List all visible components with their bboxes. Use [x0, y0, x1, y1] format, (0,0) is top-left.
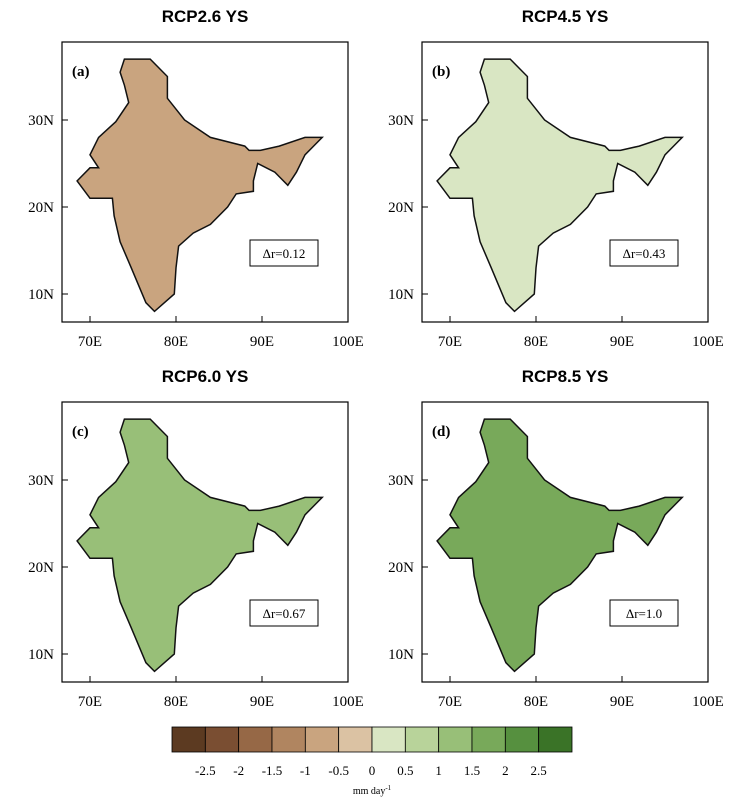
panel-label: (d) — [432, 424, 450, 440]
colorbar-cell — [372, 727, 405, 752]
lat-label: 10N — [28, 287, 54, 303]
lon-label: 70E — [78, 694, 102, 710]
lon-label: 90E — [250, 694, 274, 710]
lon-label: 90E — [610, 694, 634, 710]
colorbar-cell — [305, 727, 338, 752]
lon-label: 100E — [692, 334, 724, 350]
panel-title: RCP8.5 YS — [522, 367, 609, 386]
lat-label: 30N — [388, 113, 414, 129]
colorbar-cell — [272, 727, 305, 752]
lon-label: 90E — [610, 334, 634, 350]
colorbar-cell — [172, 727, 205, 752]
lon-label: 80E — [524, 334, 548, 350]
lat-label: 20N — [388, 560, 414, 576]
colorbar-cell — [539, 727, 572, 752]
lon-label: 70E — [438, 694, 462, 710]
colorbar-cell — [239, 727, 272, 752]
colorbar-label: -0.5 — [328, 763, 349, 778]
map-panel: RCP4.5 YS (b) Δr=0.43 70E 80E 90E 100E 30N 20N 10… — [388, 7, 724, 350]
colorbar-cell — [205, 727, 238, 752]
colorbar-cell — [505, 727, 538, 752]
panel-title: RCP2.6 YS — [162, 7, 249, 26]
colorbar-cell — [472, 727, 505, 752]
lon-label: 80E — [524, 694, 548, 710]
colorbar-label: 0.5 — [397, 763, 413, 778]
lat-label: 10N — [388, 287, 414, 303]
annotation: Δr=0.43 — [623, 246, 666, 261]
lon-label: 80E — [164, 334, 188, 350]
lon-label: 100E — [332, 694, 364, 710]
lat-label: 20N — [28, 200, 54, 216]
colorbar-label: 1 — [435, 763, 442, 778]
panel-title: RCP4.5 YS — [522, 7, 609, 26]
colorbar-label: 0 — [369, 763, 376, 778]
colorbar-label: 2 — [502, 763, 509, 778]
lat-label: 10N — [28, 647, 54, 663]
lon-label: 80E — [164, 694, 188, 710]
panel-title: RCP6.0 YS — [162, 367, 249, 386]
colorbar-label: -1.5 — [262, 763, 283, 778]
colorbar-cell — [439, 727, 472, 752]
map-panel: RCP8.5 YS (d) Δr=1.0 70E 80E 90E 100E 30N 20N 10N — [388, 367, 724, 710]
lat-label: 20N — [28, 560, 54, 576]
lon-label: 100E — [332, 334, 364, 350]
lat-label: 30N — [388, 473, 414, 489]
panel-label: (b) — [432, 64, 450, 80]
units-sup: -1 — [385, 784, 391, 792]
panel-label: (c) — [72, 424, 89, 440]
panel-label: (a) — [72, 64, 90, 80]
colorbar-cell — [339, 727, 372, 752]
lon-label: 90E — [250, 334, 274, 350]
colorbar-cell — [405, 727, 438, 752]
colorbar-label: 2.5 — [531, 763, 547, 778]
colorbar-label: -2.5 — [195, 763, 216, 778]
annotation: Δr=1.0 — [626, 606, 662, 621]
lon-label: 70E — [438, 334, 462, 350]
map-panel: RCP6.0 YS (c) Δr=0.67 70E 80E 90E 100E 30N 20N 10… — [28, 367, 364, 710]
lat-label: 20N — [388, 200, 414, 216]
lat-label: 30N — [28, 473, 54, 489]
lat-label: 10N — [388, 647, 414, 663]
annotation: Δr=0.67 — [263, 606, 306, 621]
units: mm day — [353, 786, 386, 797]
lat-label: 30N — [28, 113, 54, 129]
colorbar-units: mm day-1 — [353, 784, 392, 797]
annotation: Δr=0.12 — [263, 246, 306, 261]
lon-label: 70E — [78, 334, 102, 350]
lon-label: 100E — [692, 694, 724, 710]
figure: RCP2.6 YS(a)Δr=0.1270E80E90E100E30N20N10… — [0, 0, 733, 799]
colorbar-label: -2 — [233, 763, 244, 778]
colorbar-label: 1.5 — [464, 763, 480, 778]
map-panel: RCP2.6 YS (a) Δr=0.12 70E 80E 90E 100E 30N 20N 10… — [28, 7, 364, 350]
colorbar-label: -1 — [300, 763, 311, 778]
